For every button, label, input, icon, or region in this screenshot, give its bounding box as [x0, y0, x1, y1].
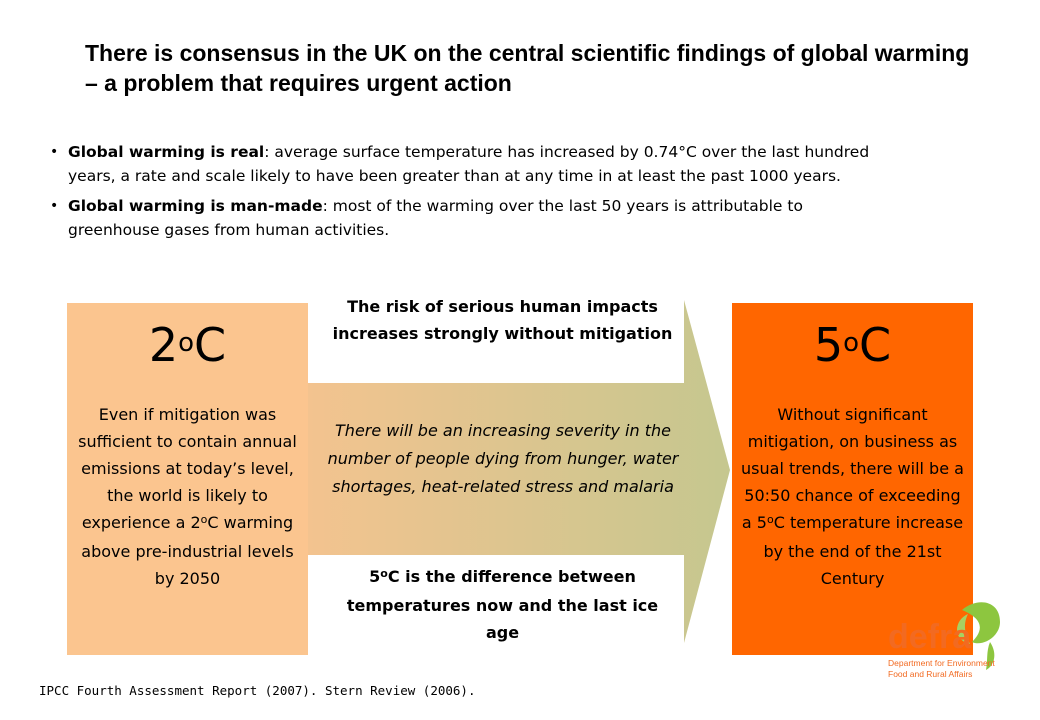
page-title: There is consensus in the UK on the cent… — [85, 40, 970, 96]
source-footnote: IPCC Fourth Assessment Report (2007). St… — [39, 683, 476, 698]
bullet-dot-icon: • — [50, 144, 59, 160]
right-temperature-box: 5oC Without significant mitigation, on b… — [732, 303, 973, 655]
bullet-item: • Global warming is man-made: most of the… — [48, 194, 888, 242]
left-temperature-box: 2oC Even if mitigation was sufficient to… — [67, 303, 308, 655]
logo-line1: Department for Environment — [888, 658, 995, 668]
bullet-list: • Global warming is real: average surface… — [48, 140, 888, 248]
bullet-text: : average surface temperature has increa… — [68, 143, 870, 185]
right-temperature: 5oC — [813, 318, 892, 372]
arrow-bottom-text: 5oC is the difference between temperatur… — [346, 567, 659, 642]
defra-logo: defra Department for Environment Food an… — [888, 602, 1000, 679]
left-temperature: 2oC — [148, 318, 227, 372]
leaf-icon — [957, 602, 1000, 670]
right-description: Without significant mitigation, on busin… — [741, 405, 964, 588]
left-description: Even if mitigation was sufficient to con… — [78, 405, 297, 588]
bullet-item: • Global warming is real: average surface… — [48, 140, 888, 188]
logo-wordmark: defra — [888, 618, 972, 656]
arrow-middle-text: There will be an increasing severity in … — [327, 421, 679, 496]
arrow-shape — [300, 300, 730, 643]
bullet-lead: Global warming is man-made — [68, 197, 323, 215]
arrow-top-text: The risk of serious human impacts increa… — [332, 297, 673, 343]
bullet-text: : most of the warming over the last 50 y… — [68, 197, 803, 239]
logo-line2: Food and Rural Affairs — [888, 669, 972, 679]
bullet-lead: Global warming is real — [68, 143, 265, 161]
bullet-dot-icon: • — [50, 198, 59, 214]
